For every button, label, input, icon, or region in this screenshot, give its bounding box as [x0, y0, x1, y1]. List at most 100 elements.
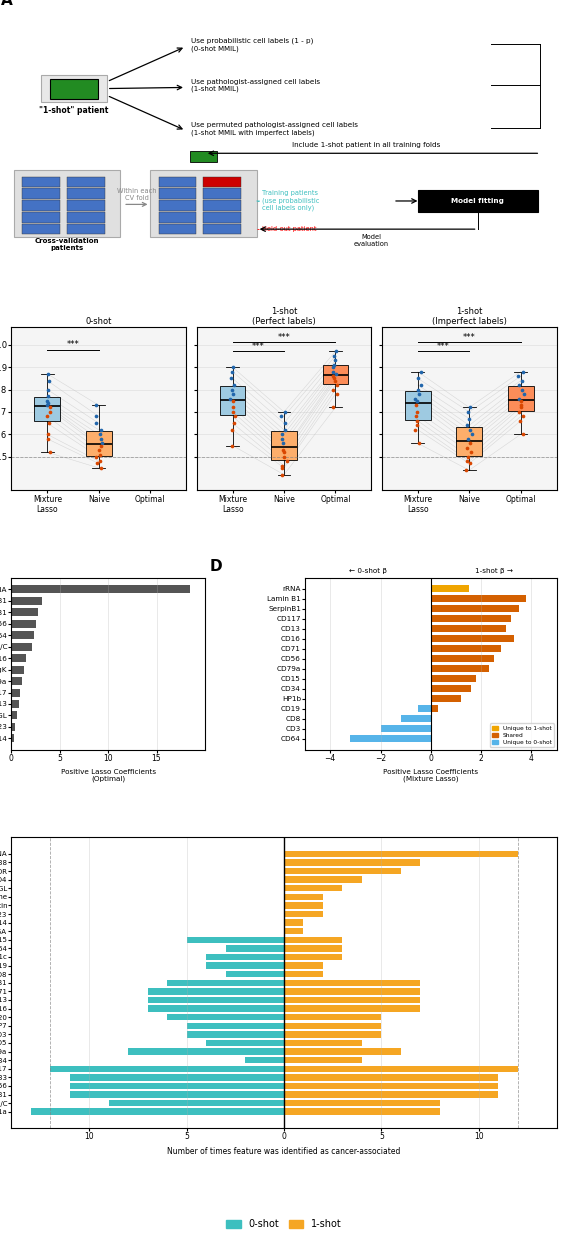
Text: Within each
CV fold: Within each CV fold [117, 188, 157, 201]
Text: (1-shot MMIL): (1-shot MMIL) [191, 86, 239, 92]
Bar [284, 928, 303, 934]
Text: Training patients
(use probabilistic
cell labels only): Training patients (use probabilistic cel… [262, 191, 320, 212]
Bar [70, 1083, 284, 1089]
Point [43, 429, 52, 449]
Bar [284, 1039, 362, 1047]
FancyBboxPatch shape [67, 188, 105, 199]
Bar [284, 1100, 440, 1106]
FancyBboxPatch shape [22, 177, 60, 187]
Point [44, 392, 53, 412]
Bar [431, 665, 488, 673]
Point [225, 389, 234, 409]
Point [412, 411, 421, 431]
PathPatch shape [271, 431, 297, 460]
Point [414, 380, 423, 400]
Bar [284, 893, 323, 900]
Point [43, 386, 52, 406]
Bar [431, 695, 461, 703]
Point [465, 420, 474, 440]
Point [519, 384, 528, 404]
Point [516, 411, 525, 431]
Point [228, 361, 237, 381]
FancyBboxPatch shape [203, 188, 241, 199]
FancyBboxPatch shape [22, 212, 60, 223]
Point [229, 375, 239, 395]
Point [516, 397, 525, 417]
Bar [284, 1074, 498, 1080]
Bar [284, 1023, 381, 1029]
Bar [187, 1023, 284, 1029]
Point [42, 406, 51, 426]
Text: Use permuted pathologist-assigned cell labels: Use permuted pathologist-assigned cell l… [191, 122, 358, 128]
Point [277, 429, 286, 449]
Bar [284, 1032, 381, 1038]
Bar [431, 675, 476, 683]
Text: (1-shot MMIL with imperfect labels): (1-shot MMIL with imperfect labels) [191, 130, 315, 136]
Bar [284, 988, 420, 994]
Point [517, 395, 526, 415]
Bar [284, 885, 343, 891]
Text: ***: *** [66, 340, 80, 349]
Text: A: A [1, 0, 12, 7]
Point [92, 454, 101, 473]
Point [227, 420, 236, 440]
PathPatch shape [508, 386, 533, 411]
Point [333, 384, 342, 404]
Bar [284, 1014, 381, 1020]
Point [228, 436, 237, 456]
Point [413, 415, 422, 435]
Point [277, 465, 286, 485]
FancyBboxPatch shape [50, 78, 98, 98]
PathPatch shape [35, 397, 60, 421]
Bar [284, 920, 303, 926]
Point [231, 406, 240, 426]
Point [96, 420, 105, 440]
Point [280, 442, 289, 462]
Point [227, 369, 236, 389]
Point [332, 364, 341, 384]
Text: Use probabilistic cell labels (1 - p): Use probabilistic cell labels (1 - p) [191, 37, 314, 44]
Bar [148, 988, 284, 994]
Point [91, 406, 101, 426]
Bar [284, 937, 343, 943]
PathPatch shape [405, 391, 431, 420]
Bar [11, 711, 17, 719]
Point [416, 361, 425, 381]
Point [465, 397, 474, 417]
Bar [431, 616, 511, 623]
Point [96, 445, 105, 465]
Bar [284, 1048, 401, 1055]
Point [513, 366, 522, 386]
Point [463, 402, 473, 422]
Bar [11, 643, 32, 650]
Bar [284, 851, 517, 857]
Point [91, 395, 101, 415]
Bar [284, 867, 401, 875]
Point [96, 425, 105, 445]
Point [515, 375, 524, 395]
Text: ← 0-shot β: ← 0-shot β [349, 568, 387, 574]
Bar [381, 725, 431, 733]
Point [229, 414, 238, 434]
Bar [431, 645, 502, 653]
Point [412, 391, 421, 411]
FancyBboxPatch shape [417, 189, 537, 212]
Point [411, 395, 420, 415]
Point [281, 402, 290, 422]
Point [97, 429, 106, 449]
Bar [284, 979, 420, 986]
PathPatch shape [323, 365, 348, 384]
FancyBboxPatch shape [41, 75, 107, 102]
PathPatch shape [457, 426, 482, 456]
Text: D: D [210, 559, 222, 574]
Bar [11, 665, 24, 674]
X-axis label: Positive Lasso Coefficients
(Optimal): Positive Lasso Coefficients (Optimal) [61, 769, 156, 782]
Point [462, 415, 471, 435]
FancyBboxPatch shape [158, 224, 196, 234]
Point [97, 434, 106, 454]
Point [96, 436, 105, 456]
Bar [431, 625, 506, 633]
Bar [225, 946, 284, 952]
Bar [284, 962, 323, 969]
FancyBboxPatch shape [203, 224, 241, 234]
